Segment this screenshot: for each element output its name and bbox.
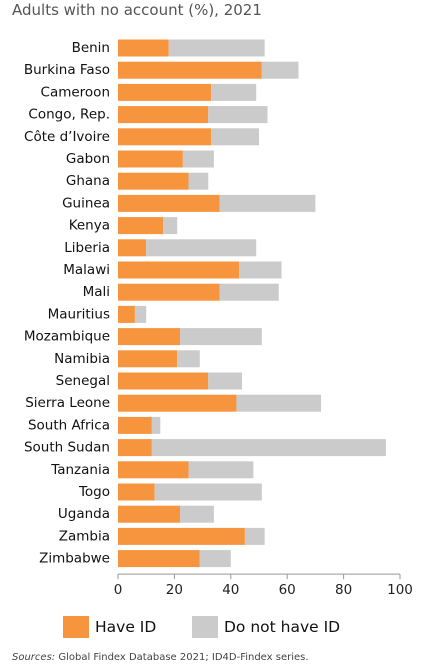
bar-do-not-have-id-congo-rep [208, 106, 268, 124]
bar-do-not-have-id-ghana [188, 172, 209, 190]
category-label-uganda: Uganda [58, 506, 110, 522]
category-label-zambia: Zambia [59, 528, 110, 544]
category-label-congo-rep: Congo, Rep. [28, 107, 110, 123]
category-label-gabon: Gabon [66, 151, 110, 167]
category-label-mozambique: Mozambique [24, 329, 110, 345]
bar-do-not-have-id-mozambique [180, 328, 262, 346]
legend-swatch-have-id [63, 616, 89, 638]
chart-title: Adults with no account (%), 2021 [12, 1, 262, 19]
bar-do-not-have-id-south-sudan [151, 439, 386, 457]
bar-have-id-uganda [118, 505, 181, 523]
legend-label-do-not-have-id: Do not have ID [224, 618, 340, 636]
legend-label-have-id: Have ID [95, 618, 156, 636]
bar-have-id-tanzania [118, 461, 189, 479]
bar-have-id-cote-d-ivoire [118, 128, 212, 146]
bar-have-id-south-sudan [118, 439, 152, 457]
bar-do-not-have-id-liberia [146, 239, 257, 257]
bar-do-not-have-id-benin [168, 39, 265, 57]
category-label-cote-d-ivoire: Côte d’Ivoire [24, 129, 110, 145]
category-label-mali: Mali [83, 284, 110, 300]
bar-have-id-malawi [118, 261, 240, 279]
bar-have-id-zambia [118, 527, 245, 545]
bar-have-id-south-africa [118, 416, 152, 434]
category-label-malawi: Malawi [63, 262, 110, 278]
bar-do-not-have-id-zimbabwe [199, 550, 231, 568]
bar-do-not-have-id-gabon [182, 150, 214, 168]
bar-do-not-have-id-uganda [180, 505, 214, 523]
bar-do-not-have-id-mali [219, 283, 279, 301]
x-tick-label-60: 60 [279, 582, 296, 598]
category-label-burkina-faso: Burkina Faso [24, 62, 110, 78]
source-text: Global Findex Database 2021; ID4D-Findex… [58, 652, 309, 663]
category-label-namibia: Namibia [54, 351, 110, 367]
bar-do-not-have-id-cote-d-ivoire [211, 128, 259, 146]
bar-do-not-have-id-namibia [177, 350, 200, 368]
bar-do-not-have-id-malawi [239, 261, 282, 279]
bar-do-not-have-id-zambia [244, 527, 265, 545]
x-tick-label-20: 20 [166, 582, 183, 598]
bar-have-id-mozambique [118, 328, 181, 346]
bar-have-id-mali [118, 283, 220, 301]
bar-have-id-kenya [118, 217, 164, 235]
bar-have-id-guinea [118, 194, 220, 212]
bar-have-id-mauritius [118, 305, 135, 323]
bar-do-not-have-id-tanzania [188, 461, 254, 479]
stacked-bar-chart: Benin Burkina Faso Cameroon Congo, Rep. Côte… [24, 39, 413, 638]
bar-have-id-senegal [118, 372, 209, 390]
x-tick-label-100: 100 [387, 582, 413, 598]
source-prefix: Sources: [12, 652, 56, 663]
bar-have-id-benin [118, 39, 169, 57]
category-label-senegal: Senegal [56, 373, 110, 389]
bar-have-id-liberia [118, 239, 147, 257]
category-label-tanzania: Tanzania [50, 462, 110, 478]
category-label-south-sudan: South Sudan [24, 440, 110, 456]
source-note: Sources: Global Findex Database 2021; ID… [12, 652, 309, 663]
bar-do-not-have-id-sierra-leone [236, 394, 322, 412]
category-label-togo: Togo [78, 484, 110, 500]
category-label-cameroon: Cameroon [41, 84, 110, 100]
legend-swatch-do-not-have-id [192, 616, 218, 638]
bar-have-id-namibia [118, 350, 178, 368]
bar-have-id-gabon [118, 150, 183, 168]
bar-have-id-togo [118, 483, 155, 501]
category-label-guinea: Guinea [62, 195, 110, 211]
category-label-benin: Benin [72, 40, 110, 56]
bar-have-id-ghana [118, 172, 189, 190]
bar-do-not-have-id-senegal [208, 372, 243, 390]
category-label-sierra-leone: Sierra Leone [25, 395, 110, 411]
bar-do-not-have-id-guinea [219, 194, 316, 212]
category-label-kenya: Kenya [69, 218, 110, 234]
bar-do-not-have-id-togo [154, 483, 262, 501]
bar-do-not-have-id-burkina-faso [261, 61, 299, 79]
bar-have-id-cameroon [118, 83, 212, 101]
bar-do-not-have-id-south-africa [151, 416, 161, 434]
bar-have-id-congo-rep [118, 106, 209, 124]
category-label-south-africa: South Africa [28, 417, 110, 433]
category-label-ghana: Ghana [66, 173, 110, 189]
bar-have-id-burkina-faso [118, 61, 262, 79]
x-tick-label-80: 80 [335, 582, 352, 598]
x-tick-label-0: 0 [114, 582, 123, 598]
bar-do-not-have-id-mauritius [134, 305, 147, 323]
bar-have-id-zimbabwe [118, 550, 200, 568]
category-label-liberia: Liberia [64, 240, 110, 256]
category-label-mauritius: Mauritius [48, 306, 110, 322]
x-tick-label-40: 40 [222, 582, 239, 598]
bar-do-not-have-id-cameroon [211, 83, 257, 101]
category-label-zimbabwe: Zimbabwe [39, 551, 110, 567]
bar-do-not-have-id-kenya [163, 217, 178, 235]
bar-have-id-sierra-leone [118, 394, 237, 412]
